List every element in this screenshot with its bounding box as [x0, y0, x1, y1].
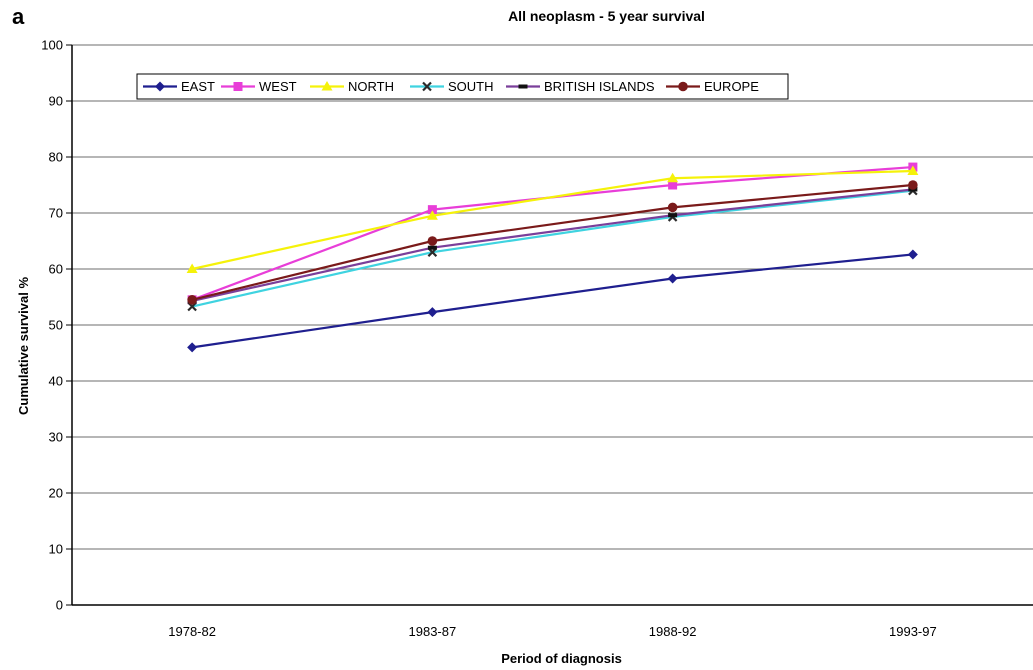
- data-point: [427, 236, 438, 246]
- data-point: [907, 165, 919, 175]
- data-point: [667, 273, 678, 284]
- legend-label: SOUTH: [448, 79, 494, 94]
- data-point: [667, 172, 679, 183]
- data-point: [668, 213, 678, 218]
- data-point: [187, 295, 197, 305]
- data-point: [187, 301, 197, 312]
- y-tick-label: 20: [49, 486, 63, 501]
- legend-marker: [233, 82, 243, 91]
- legend-label: EAST: [181, 79, 215, 94]
- legend-label: BRITISH ISLANDS: [544, 79, 655, 94]
- y-tick-label: 90: [49, 94, 63, 109]
- data-point: [667, 202, 678, 213]
- series-line-europe: [191, 183, 913, 301]
- series-line-north: [191, 169, 913, 271]
- series-line-south: [191, 189, 913, 308]
- series-line-west: [191, 165, 913, 301]
- data-point: [427, 307, 438, 318]
- data-point: [427, 205, 437, 215]
- legend-label: EUROPE: [704, 79, 759, 94]
- x-tick-label: 1983-87: [409, 624, 457, 639]
- data-point: [426, 210, 438, 220]
- legend-marker: [155, 81, 165, 92]
- y-tick-label: 60: [49, 262, 63, 277]
- y-tick-label: 70: [49, 206, 63, 221]
- legend-marker: [422, 81, 432, 92]
- x-tick-label: 1988-92: [649, 624, 697, 639]
- data-point: [427, 245, 437, 250]
- panel-label: a: [12, 4, 25, 29]
- legend-label: WEST: [259, 79, 297, 94]
- data-point: [186, 263, 198, 273]
- y-tick-label: 40: [49, 374, 63, 389]
- data-point: [908, 180, 918, 190]
- series-line-east: [191, 253, 913, 349]
- legend-marker: [518, 84, 528, 89]
- legend-label: NORTH: [348, 79, 394, 94]
- series-line-british-islands: [191, 188, 913, 302]
- legend-marker: [321, 81, 333, 91]
- data-point: [907, 249, 918, 260]
- y-tick-label: 30: [49, 430, 63, 445]
- legend-marker: [678, 81, 688, 92]
- x-tick-label: 1978-82: [168, 624, 216, 639]
- y-tick-label: 10: [49, 542, 63, 557]
- y-tick-label: 50: [49, 318, 63, 333]
- data-point: [668, 180, 678, 190]
- x-axis-label: Period of diagnosis: [501, 651, 622, 666]
- y-tick-label: 0: [56, 598, 63, 613]
- chart-title: All neoplasm - 5 year survival: [508, 8, 705, 24]
- y-tick-label: 80: [49, 150, 63, 165]
- x-tick-label: 1993-97: [889, 624, 937, 639]
- y-tick-label: 100: [41, 38, 63, 53]
- data-point: [187, 342, 198, 353]
